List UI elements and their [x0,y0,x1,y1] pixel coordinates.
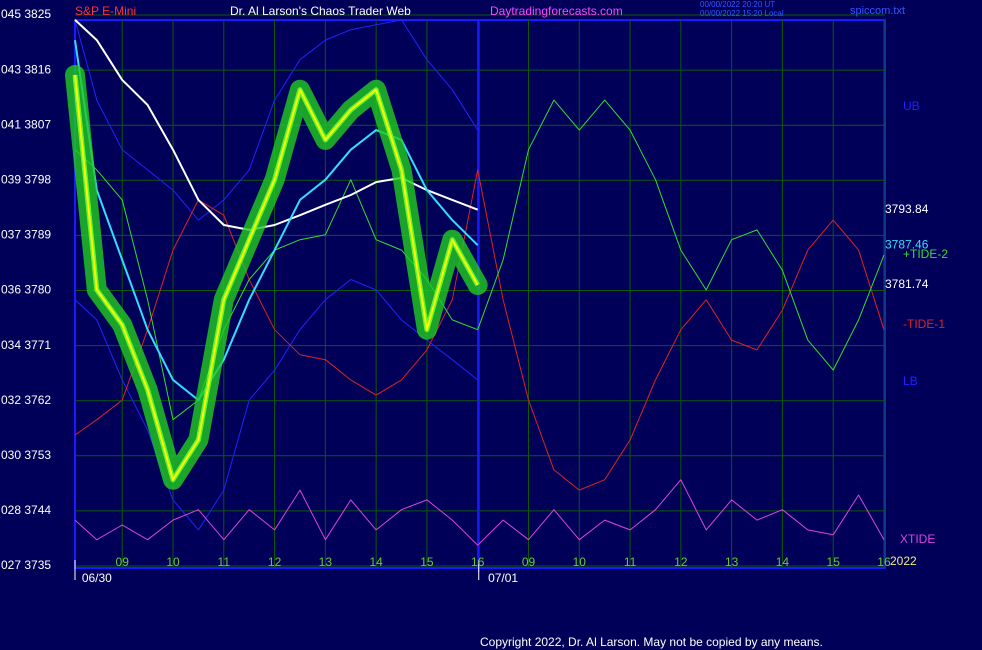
chart-subtitle: Dr. Al Larson's Chaos Trader Web [230,4,411,18]
y-tick-label: 028 3744 [1,503,51,517]
x-tick-label: 12 [268,555,282,569]
x-tick-label: 09 [116,555,130,569]
y-tick-label: 045 3825 [1,7,51,21]
end-value-label: 3793.84 [885,202,929,216]
series-label: UB [903,99,920,113]
date-label: 07/01 [488,571,518,585]
series-line [74,279,479,531]
y-tick-label: 027 3735 [1,558,51,572]
year-label: 2022 [890,554,917,568]
plot-frame [74,19,886,569]
x-tick-label: 10 [166,555,180,569]
x-tick-label: 15 [420,555,434,569]
y-tick-label: 037 3789 [1,228,51,242]
x-tick-label: 11 [218,555,231,569]
end-value-label: 3787.46 [885,237,929,251]
series-line [74,39,479,402]
series-line [74,479,885,546]
series-line [74,19,479,221]
timestamp: 00/00/2022 15:20 Local [700,9,784,18]
y-tick-label: 036 3780 [1,283,51,297]
series-label: LB [903,374,918,388]
x-tick-label: 16 [877,555,891,569]
x-tick-label: 15 [827,555,841,569]
series-line [74,74,479,481]
y-tick-label: 034 3771 [1,338,51,352]
x-tick-label: 11 [624,555,637,569]
x-tick-label: 14 [369,555,383,569]
file-name: spiccom.txt [850,5,905,17]
y-tick-label: 030 3753 [1,448,51,462]
labels: 045 3825 043 3816 041 3807 039 3798 037 3789… [1,7,948,585]
series-label: -TIDE-1 [903,317,945,331]
y-tick-label: 043 3816 [1,62,51,76]
series-label: XTIDE [900,532,935,546]
x-tick-label: 10 [573,555,587,569]
end-value-label: 3781.74 [885,277,929,291]
grid [74,14,886,580]
chart-title: S&P E-Mini [75,4,136,18]
copyright: Copyright 2022, Dr. Al Larson. May not b… [480,635,823,649]
series-label: +TIDE-2 [903,247,948,261]
x-tick-label: 13 [725,555,739,569]
x-tick-label: 12 [674,555,688,569]
x-tick-label: 13 [319,555,333,569]
y-tick-label: 032 3762 [1,393,51,407]
x-tick-label: 14 [776,555,790,569]
y-tick-label: 041 3807 [1,117,51,131]
y-tick-label: 039 3798 [1,172,51,186]
x-tick-label: 09 [522,555,536,569]
series-line [74,169,885,491]
timestamp: 00/00/2022 20:20 UT [700,0,775,9]
date-label: 06/30 [82,571,112,585]
plot [65,19,885,546]
x-tick-label: 16 [471,555,485,569]
site-name: Daytradingforecasts.com [490,4,623,18]
